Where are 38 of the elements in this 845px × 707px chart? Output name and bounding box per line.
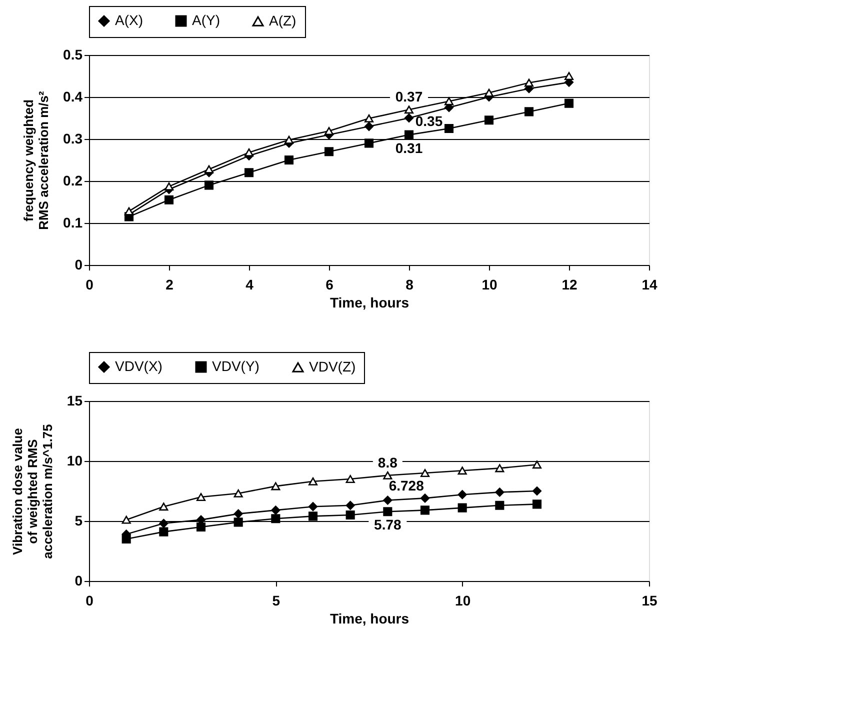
- y-tick-label: 0.3: [63, 130, 83, 146]
- x-tick-label: 10: [455, 592, 471, 608]
- x-tick-label: 2: [166, 276, 174, 292]
- legend-label: VDV(Z): [309, 358, 356, 374]
- legend-label: A(Z): [269, 12, 296, 28]
- data-label: 8.8: [378, 454, 398, 470]
- data-label: 0.31: [395, 140, 423, 156]
- legend-label: A(Y): [192, 12, 220, 28]
- x-tick-label: 6: [326, 276, 334, 292]
- legend-label: VDV(X): [115, 358, 162, 374]
- y-tick-label: 0: [74, 572, 83, 588]
- y-tick-label: 0.1: [63, 214, 83, 230]
- y-tick-label: 10: [66, 452, 83, 468]
- x-tick-label: 0: [86, 276, 94, 292]
- x-axis-title: Time, hours: [330, 294, 410, 310]
- x-axis-title: Time, hours: [330, 610, 410, 626]
- data-label: 5.78: [374, 516, 402, 533]
- y-tick-label: 15: [66, 392, 83, 408]
- x-tick-label: 12: [562, 276, 578, 292]
- x-tick-label: 8: [406, 276, 414, 292]
- y-axis-title: frequency weighted RMS acceleration m/s²: [21, 90, 52, 230]
- legend-label: A(X): [115, 12, 143, 28]
- y-tick-label: 0: [74, 256, 83, 272]
- data-label: 6.728: [388, 478, 424, 494]
- y-tick-label: 5: [74, 512, 83, 528]
- x-tick-label: 5: [272, 592, 280, 608]
- y-tick-label: 0.2: [63, 172, 83, 188]
- y-axis-title: Vibration dose value of weighted RMS acceleration m/s^1.75: [10, 424, 55, 559]
- x-tick-label: 0: [86, 592, 94, 608]
- data-label: 0.37: [395, 88, 423, 105]
- x-tick-label: 14: [642, 276, 658, 292]
- y-tick-label: 0.4: [63, 88, 83, 104]
- y-tick-label: 0.5: [63, 46, 83, 62]
- legend-label: VDV(Y): [212, 358, 260, 374]
- x-tick-label: 4: [246, 276, 254, 292]
- x-tick-label: 15: [642, 592, 658, 608]
- data-label: 0.35: [415, 113, 443, 130]
- x-tick-label: 10: [482, 276, 498, 292]
